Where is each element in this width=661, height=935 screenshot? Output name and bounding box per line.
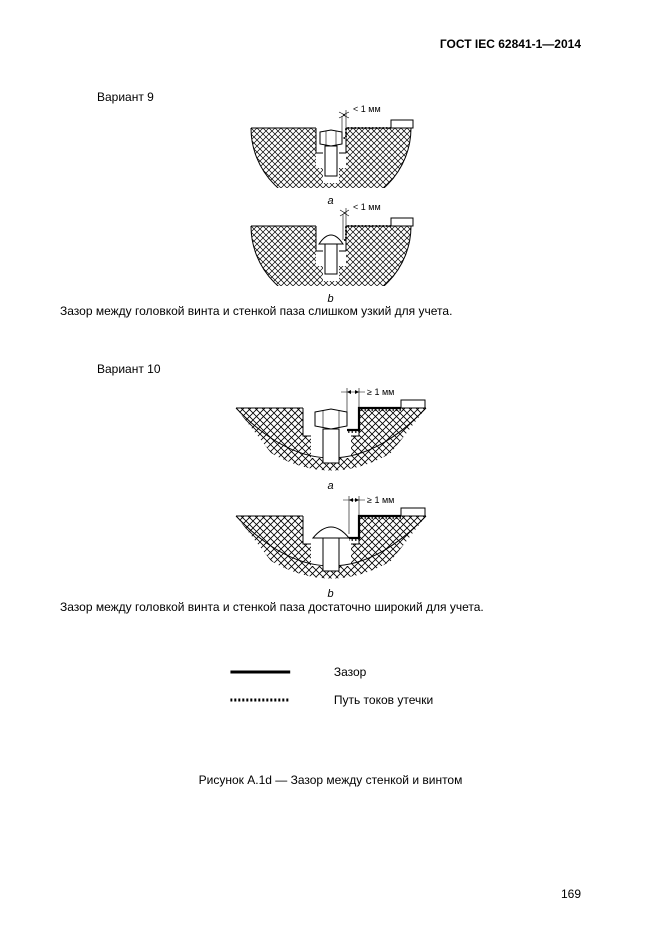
variant10-figure-b: ≥ 1 мм b (211, 486, 451, 600)
page-number: 169 (561, 887, 581, 901)
variant9-dim-b: < 1 мм (353, 202, 381, 212)
variant10-figure-a: ≥ 1 мм a (211, 378, 451, 492)
legend-solid-icon (228, 669, 292, 675)
variant10-dim-a: ≥ 1 мм (367, 387, 394, 397)
legend: Зазор Путь токов утечки (228, 665, 433, 721)
variant9-figure-b: < 1 мм b (221, 196, 441, 305)
variant10-label: Вариант 10 (97, 362, 161, 376)
legend-dotted-icon (228, 697, 292, 703)
variant9-caption: Зазор между головкой винта и стенкой паз… (60, 304, 452, 318)
variant9-figure-a: < 1 мм a (221, 98, 441, 207)
variant10-dim-b: ≥ 1 мм (367, 495, 394, 505)
legend-dotted-label: Путь токов утечки (334, 693, 433, 707)
variant9-label: Вариант 9 (97, 90, 154, 104)
legend-solid-label: Зазор (334, 665, 367, 679)
variant10-caption: Зазор между головкой винта и стенкой паз… (60, 600, 484, 614)
variant10-sub-b: b (211, 588, 451, 600)
doc-header: ГОСТ IEC 62841-1—2014 (440, 37, 581, 51)
figure-caption: Рисунок A.1d — Зазор между стенкой и вин… (0, 773, 661, 787)
variant9-dim-a: < 1 мм (353, 104, 381, 114)
